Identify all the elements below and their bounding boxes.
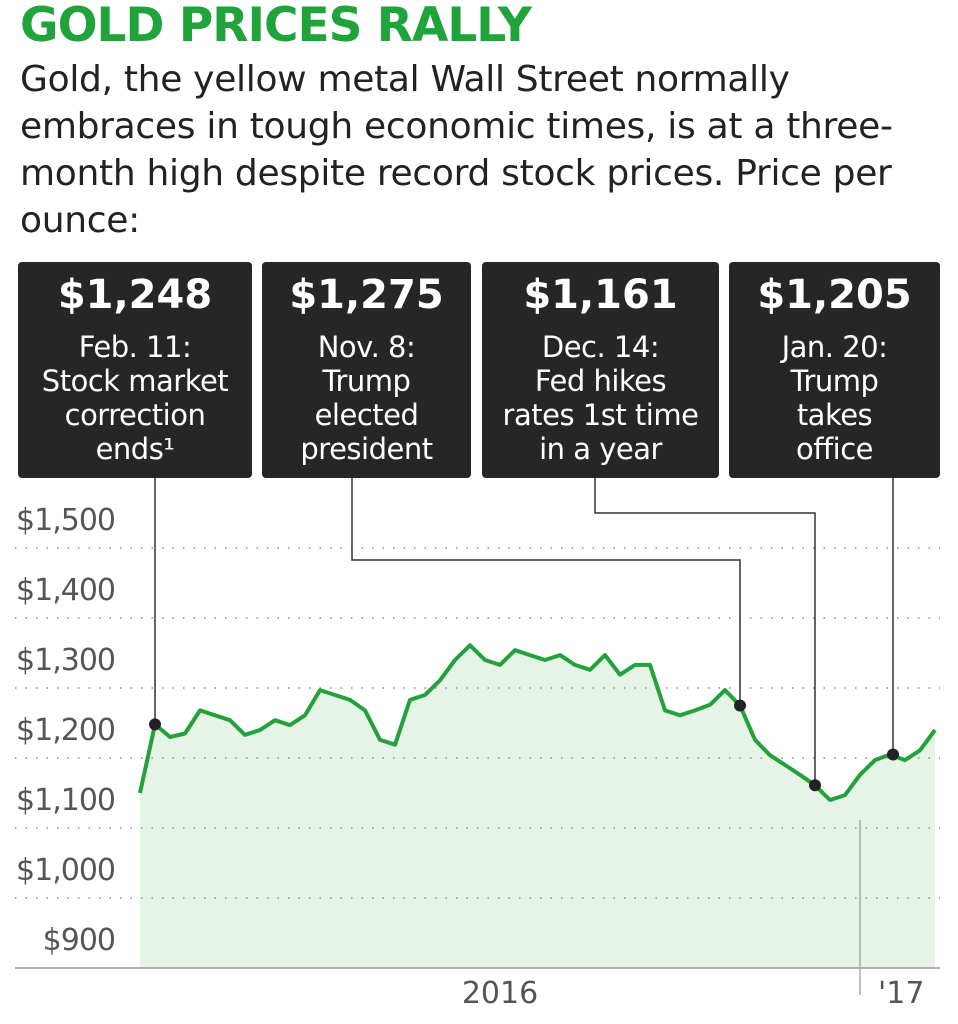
callout-text: ends¹ <box>96 432 175 466</box>
annotation-marker <box>809 779 821 792</box>
callout-value: $1,161 <box>523 272 677 318</box>
callout-text: elected <box>315 398 419 432</box>
callout-text: Jan. 20: <box>780 330 888 364</box>
callout-box <box>262 262 471 478</box>
y-tick-label: $900 <box>43 923 115 958</box>
callout-text: Feb. 11: <box>79 330 191 364</box>
chart-title: GOLD PRICES RALLY <box>20 0 532 53</box>
y-tick-label: $1,200 <box>16 713 115 748</box>
callout-text: in a year <box>539 432 662 466</box>
chart-subtitle: Gold, the yellow metal Wall Street norma… <box>20 59 893 241</box>
line <box>138 643 937 802</box>
annotation-marker <box>734 699 746 712</box>
connector <box>351 478 741 706</box>
annotation-marker <box>149 718 161 731</box>
callout-box <box>729 262 940 478</box>
callout-text: Nov. 8: <box>318 330 416 364</box>
y-tick-label: $1,300 <box>16 643 115 678</box>
callout-value: $1,275 <box>289 272 443 318</box>
callout-text: Trump <box>322 364 411 398</box>
callout-value: $1,205 <box>757 272 911 318</box>
callout-text: correction <box>65 398 206 432</box>
callout-text: rates 1st time <box>503 398 699 432</box>
callout-box <box>18 262 252 478</box>
callout-text: Dec. 14: <box>542 330 659 364</box>
callout-text: Fed hikes <box>535 364 666 398</box>
y-tick-label: $1,100 <box>16 783 115 818</box>
connector <box>594 478 816 786</box>
callout-text: office <box>796 432 873 466</box>
annotation-marker <box>887 748 899 761</box>
x-tick-label: 2016 <box>462 976 538 1011</box>
callout-text: president <box>300 432 432 466</box>
callout-value: $1,248 <box>58 272 212 318</box>
callout-box <box>482 262 719 478</box>
area <box>140 645 935 968</box>
y-tick-label: $1,500 <box>16 503 115 538</box>
callout-text: takes <box>797 398 872 432</box>
x-tick-label: '17 <box>878 976 924 1011</box>
y-tick-label: $1,400 <box>16 573 115 608</box>
y-tick-label: $1,000 <box>16 853 115 888</box>
callout-text: Trump <box>790 364 879 398</box>
callout-text: Stock market <box>42 364 229 398</box>
